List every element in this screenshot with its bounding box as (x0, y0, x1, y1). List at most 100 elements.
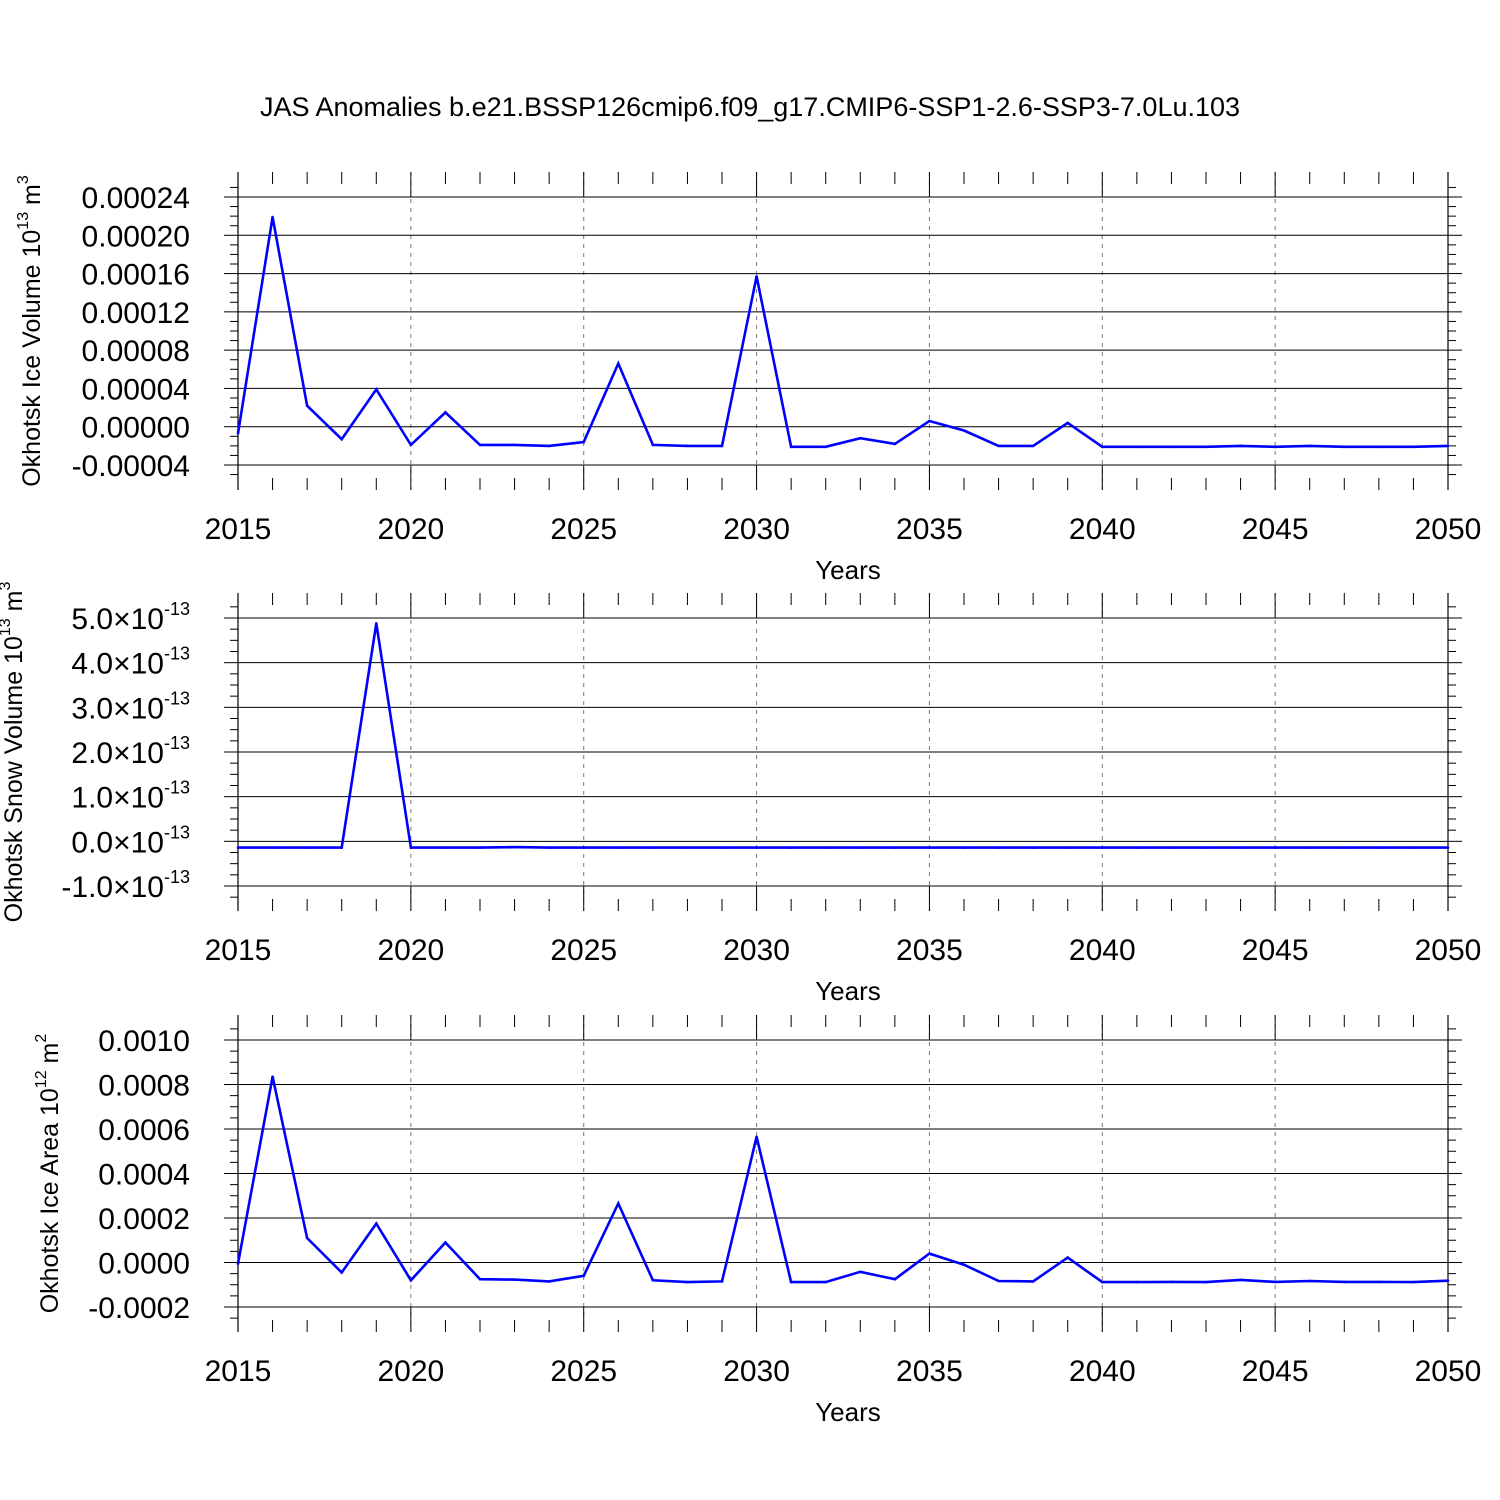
data-point (513, 1278, 516, 1281)
data-point (893, 1277, 897, 1281)
data-point (1412, 445, 1415, 449)
data-point (236, 846, 240, 849)
data-point (582, 440, 586, 444)
data-point (1204, 445, 1208, 449)
x-tick-label: 2040 (1069, 513, 1136, 546)
data-point (755, 1135, 758, 1139)
data-point (858, 846, 862, 849)
y-tick-label: 0.00012 (82, 297, 190, 330)
data-point (271, 1075, 274, 1079)
data-point (997, 846, 1000, 849)
data-point (236, 432, 240, 435)
data-point (1170, 445, 1173, 449)
data-point (478, 846, 482, 849)
x-tick-label: 2050 (1415, 513, 1482, 546)
data-point (340, 437, 344, 441)
data-point (340, 1271, 344, 1274)
x-tick-label: 2035 (896, 934, 963, 967)
data-point (962, 429, 966, 432)
data-point (340, 846, 344, 849)
data-point (858, 436, 862, 440)
data-point (1170, 1280, 1173, 1284)
data-point (893, 846, 897, 849)
data-point (824, 846, 828, 849)
y-tick-label: 0.0004 (98, 1159, 190, 1192)
y-tick-label: 2.0×10-13 (71, 733, 190, 770)
data-point (444, 1241, 447, 1244)
data-point (1342, 846, 1346, 849)
data-point (962, 1263, 966, 1267)
panel-2: 2015 2020 2025 2030 2035 2040 2045 2050 Years 5.0… (0, 582, 1481, 1006)
x-tick-label: 2045 (1242, 1355, 1309, 1388)
data-point (1273, 445, 1277, 449)
data-point (1308, 444, 1312, 448)
data-point (1342, 1280, 1346, 1284)
y-axis-label: Okhotsk Snow Volume 1013 m3 (0, 582, 28, 923)
data-point (997, 444, 1000, 448)
y-tick-label: 0.00016 (82, 259, 190, 292)
data-point (1031, 1280, 1035, 1283)
data-point (789, 1280, 793, 1284)
data-point (1066, 1256, 1070, 1259)
x-axis-label: Years (815, 1397, 881, 1427)
data-point (305, 1236, 309, 1240)
data-point (1135, 1280, 1139, 1284)
data-point (409, 1279, 413, 1282)
data-point (271, 215, 274, 219)
data-point (1273, 1280, 1277, 1284)
data-point (651, 846, 655, 849)
data-point (1135, 846, 1139, 849)
x-tick-label: 2035 (896, 513, 963, 546)
data-point (651, 1279, 655, 1282)
data-point (651, 443, 655, 447)
data-point (444, 846, 447, 849)
data-point (755, 846, 758, 849)
y-tick-label: 4.0×10-13 (71, 644, 190, 681)
x-tick-label: 2050 (1415, 1355, 1482, 1388)
panel-1: 2015 2020 2025 2030 2035 2040 2045 2050 Years 0.0… (15, 172, 1481, 585)
y-tick-label: -1.0×10-13 (61, 867, 190, 904)
data-point (928, 419, 931, 423)
x-tick-label: 2020 (377, 1355, 444, 1388)
data-point (547, 444, 551, 448)
data-point (893, 442, 897, 446)
x-tick-label: 2030 (723, 934, 790, 967)
series-line (236, 1076, 1449, 1284)
x-tick-label: 2040 (1069, 1355, 1136, 1388)
y-tick-label: -0.00004 (72, 450, 190, 483)
data-point (1204, 1280, 1208, 1284)
x-tick-label: 2035 (896, 1355, 963, 1388)
data-point (1100, 445, 1104, 449)
data-point (1412, 846, 1415, 849)
chart-title: JAS Anomalies b.e21.BSSP126cmip6.f09_g17… (259, 92, 1241, 122)
data-point (1100, 846, 1104, 849)
data-point (1031, 846, 1035, 849)
y-tick-label: 1.0×10-13 (71, 778, 190, 815)
data-point (1446, 1279, 1450, 1283)
x-tick-label: 2040 (1069, 934, 1136, 967)
data-point (1446, 846, 1450, 849)
data-point (824, 1280, 828, 1284)
data-point (1308, 846, 1312, 849)
data-point (962, 846, 966, 849)
data-point (858, 1270, 862, 1274)
y-tick-label: 0.00000 (82, 412, 190, 445)
x-tick-label: 2020 (377, 513, 444, 546)
data-point (1342, 445, 1346, 449)
data-point (720, 444, 724, 448)
x-tick-label: 2050 (1415, 934, 1482, 967)
data-point (409, 443, 413, 447)
y-tick-label: 5.0×10-13 (71, 599, 190, 636)
y-tick-label: 0.0002 (98, 1203, 190, 1236)
data-point (478, 1277, 482, 1281)
data-point (1377, 445, 1381, 449)
y-tick-label: 0.00004 (82, 373, 190, 406)
y-tick-label: 0.00024 (82, 182, 190, 215)
data-point (686, 444, 689, 448)
data-point (720, 1280, 724, 1283)
data-point (1273, 846, 1277, 849)
series-line (238, 623, 1448, 849)
data-point (1066, 421, 1070, 425)
data-point (1135, 445, 1139, 449)
data-point (1066, 846, 1070, 849)
